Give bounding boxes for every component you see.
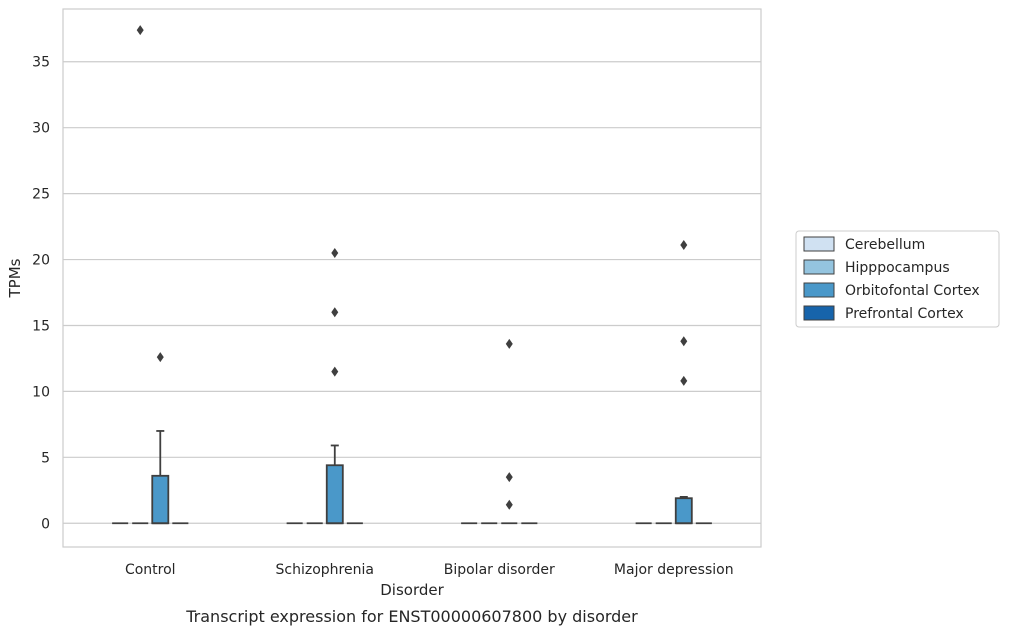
legend-label: Orbitofontal Cortex [845, 283, 980, 299]
outlier-point [505, 472, 513, 483]
outlier-point [331, 307, 339, 318]
legend-swatch [803, 236, 835, 252]
box-body [151, 474, 170, 525]
x-tick-label: Bipolar disorder [444, 562, 555, 578]
outlier-point [136, 25, 144, 36]
box-body [325, 464, 344, 525]
box-orbitofontal-cortex [674, 240, 693, 525]
box-hipppocampus [132, 25, 149, 525]
outlier-point [331, 366, 339, 377]
x-axis-label: Disorder [380, 581, 444, 599]
legend-swatch [803, 305, 835, 321]
legend-swatch [803, 259, 835, 275]
y-tick-label: 30 [32, 121, 50, 137]
y-tick-label: 35 [32, 55, 50, 71]
legend-frame [795, 230, 1000, 328]
y-tick-label: 25 [32, 187, 50, 203]
chart-caption: Transcript expression for ENST0000060780… [185, 607, 638, 626]
box-body [674, 497, 693, 525]
y-tick-label: 0 [41, 516, 50, 532]
y-tick-label: 10 [32, 384, 50, 400]
outlier-point [331, 247, 339, 258]
outlier-point [680, 375, 688, 386]
outlier-point [680, 336, 688, 347]
plot-frame [62, 8, 762, 548]
y-tick-labels: 0 5 10 15 20 25 30 35 [32, 55, 50, 533]
y-tick-label: 5 [41, 450, 50, 466]
y-tick-label: 20 [32, 253, 50, 269]
plot-area-background [63, 9, 761, 547]
y-axis-label: TPMs [6, 258, 24, 298]
y-tick-label: 15 [32, 318, 50, 334]
box-orbitofontal-cortex [501, 338, 518, 525]
outlier-point [156, 352, 164, 363]
legend-label: Cerebellum [845, 237, 925, 253]
grid-lines [63, 61, 761, 524]
x-tick-label: Schizophrenia [276, 562, 374, 578]
box-series [112, 25, 712, 525]
x-tick-label: Control [125, 562, 176, 578]
box-orbitofontal-cortex [151, 352, 170, 525]
legend-swatch [803, 282, 835, 298]
x-tick-label: Major depression [614, 562, 734, 578]
box-orbitofontal-cortex [325, 247, 344, 525]
outlier-point [680, 240, 688, 251]
legend-label: Prefrontal Cortex [845, 306, 964, 322]
x-tick-labels: Control Schizophrenia Bipolar disorder Majo… [125, 562, 734, 578]
legend-label: Hipppocampus [845, 260, 950, 276]
outlier-point [505, 499, 513, 510]
outlier-point [505, 338, 513, 349]
legend: Cerebellum Hipppocampus Orbitofontal Corte… [795, 230, 1000, 328]
